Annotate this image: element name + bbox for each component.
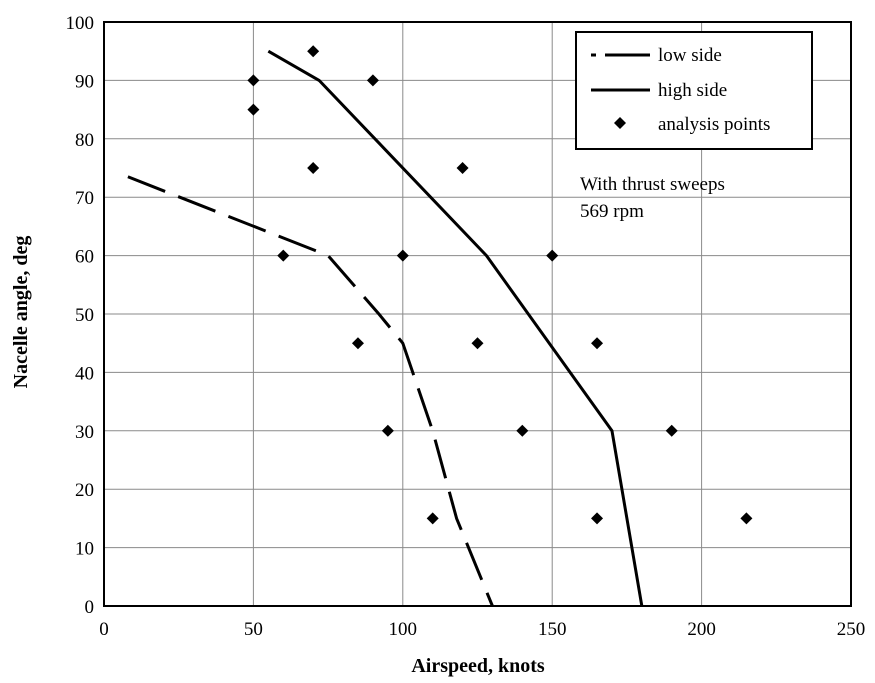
- analysis-point-marker: [247, 74, 260, 87]
- analysis-point-marker: [740, 512, 753, 525]
- analysis-point-marker: [665, 424, 678, 437]
- y-tick-label: 70: [75, 188, 94, 209]
- y-axis-title: Nacelle angle, deg: [10, 236, 32, 389]
- legend-label-analysis-points: analysis points: [658, 114, 770, 135]
- y-tick-label: 90: [75, 71, 94, 92]
- analysis-point-marker: [307, 162, 320, 174]
- analysis-point-marker: [247, 103, 260, 116]
- x-tick-label: 0: [99, 619, 109, 640]
- x-tick-label: 200: [687, 619, 716, 640]
- low-side-line: [127, 175, 494, 607]
- legend-label-low-side: low side: [658, 45, 722, 66]
- y-tick-label: 50: [75, 305, 94, 326]
- y-tick-label: 60: [75, 247, 94, 268]
- analysis-point-marker: [351, 337, 364, 350]
- y-tick-label: 10: [75, 539, 94, 560]
- analysis-point-marker: [381, 424, 394, 437]
- x-axis-title: Airspeed, knots: [411, 655, 545, 677]
- legend-entry-high-side: high side: [591, 80, 727, 101]
- legend-entry-analysis-points: analysis points: [614, 114, 770, 135]
- series: [127, 45, 753, 607]
- analysis-point-marker: [516, 424, 529, 437]
- legend-entry-low-side: low side: [591, 45, 722, 66]
- annotation-line-2: 569 rpm: [580, 201, 644, 222]
- legend-label-high-side: high side: [658, 80, 727, 101]
- analysis-point-marker: [471, 337, 484, 350]
- analysis-point-marker: [277, 249, 290, 262]
- legend-marker-analysis-points: [614, 117, 626, 129]
- y-tick-label: 20: [75, 480, 94, 501]
- plot-frame: [103, 21, 852, 607]
- analysis-point-marker: [396, 249, 409, 262]
- y-tick-label: 100: [66, 13, 95, 34]
- analysis-point-marker: [591, 337, 604, 350]
- y-tick-label: 80: [75, 130, 94, 151]
- x-tick-label: 50: [244, 619, 263, 640]
- x-tick-label: 150: [538, 619, 567, 640]
- legend: low side high side analysis points: [575, 31, 813, 150]
- x-tick-label: 250: [837, 619, 866, 640]
- analysis-point-marker: [426, 512, 439, 525]
- analysis-point-marker: [307, 45, 320, 58]
- annotation-line-1: With thrust sweeps: [580, 174, 725, 195]
- y-tick-label: 30: [75, 422, 94, 443]
- high-side-line: [267, 49, 644, 607]
- y-tick-label: 0: [85, 597, 95, 618]
- analysis-point-marker: [366, 74, 379, 87]
- analysis-point-marker: [546, 249, 559, 262]
- ticks: 0 50 100 150 200 250 0 10 20 30 40 50 60 70 80 90 100: [66, 13, 866, 640]
- analysis-point-marker: [456, 162, 469, 174]
- analysis-point-marker: [591, 512, 604, 525]
- y-tick-label: 40: [75, 363, 94, 384]
- x-tick-label: 100: [389, 619, 418, 640]
